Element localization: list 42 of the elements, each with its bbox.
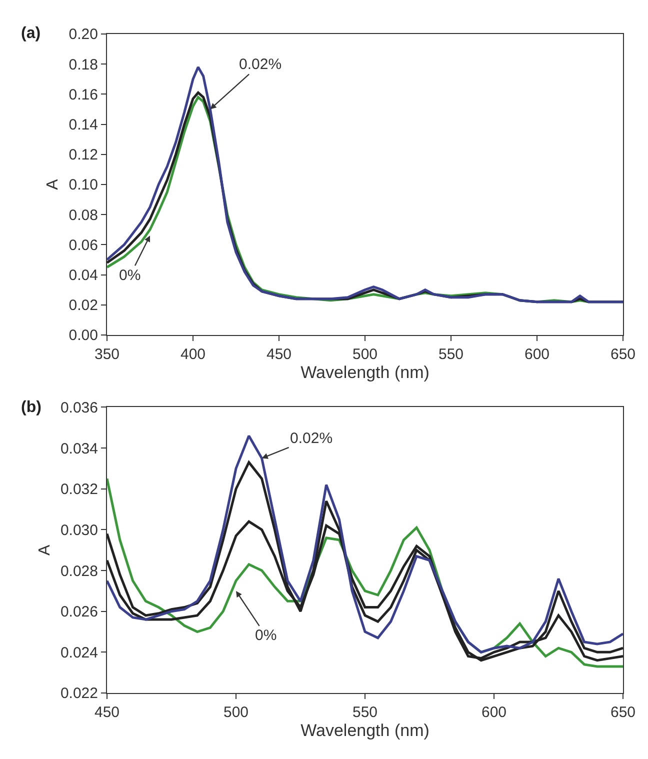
y-tick-label: 0.20: [68, 26, 98, 44]
x-tick-label: 450: [266, 346, 292, 363]
y-tick-label: 0.14: [68, 116, 98, 134]
y-tick-label: 0.022: [60, 685, 98, 702]
y-tick-label: 0.10: [68, 176, 98, 194]
x-tick-label: 400: [180, 346, 206, 363]
annotation: 0.02%: [290, 430, 333, 447]
x-tick-label: 600: [481, 704, 507, 721]
x-tick-label: 550: [438, 346, 464, 363]
y-tick-label: 0.02: [68, 297, 98, 314]
y-axis-title: A: [44, 178, 62, 190]
line-series: [107, 434, 623, 654]
x-tick-label: 350: [94, 346, 120, 363]
chart-title: (b): [21, 399, 42, 416]
x-axis-title: Wavelength (nm): [300, 362, 430, 382]
annotation: 0.02%: [239, 56, 282, 73]
y-tick-label: 0.024: [60, 644, 98, 662]
chart-title: (a): [21, 25, 41, 42]
y-tick-label: 0.00: [68, 327, 98, 344]
y-tick-label: 0.036: [60, 399, 98, 416]
y-tick-label: 0.06: [68, 236, 98, 254]
annotation: 0%: [119, 267, 141, 284]
x-tick-label: 500: [352, 346, 378, 363]
y-tick-label: 0.18: [68, 56, 98, 74]
y-tick-label: 0.028: [60, 562, 98, 580]
x-tick-label: 600: [524, 346, 550, 363]
y-tick-label: 0.034: [60, 440, 98, 458]
y-tick-label: 0.12: [68, 146, 98, 164]
y-tick-label: 0.030: [60, 522, 98, 539]
y-tick-label: 0.026: [60, 604, 98, 621]
x-tick-label: 450: [94, 704, 120, 721]
x-tick-label: 650: [610, 346, 636, 363]
y-tick-label: 0.032: [60, 481, 98, 498]
x-axis-title: Wavelength (nm): [300, 721, 430, 740]
x-tick-label: 500: [223, 704, 249, 721]
y-tick-label: 0.04: [68, 267, 98, 284]
y-axis-title: A: [36, 544, 54, 556]
annotation: 0%: [255, 627, 277, 644]
y-tick-label: 0.16: [68, 86, 98, 104]
x-tick-label: 550: [352, 704, 378, 721]
y-tick-label: 0.08: [68, 206, 98, 224]
x-tick-label: 650: [610, 704, 636, 721]
